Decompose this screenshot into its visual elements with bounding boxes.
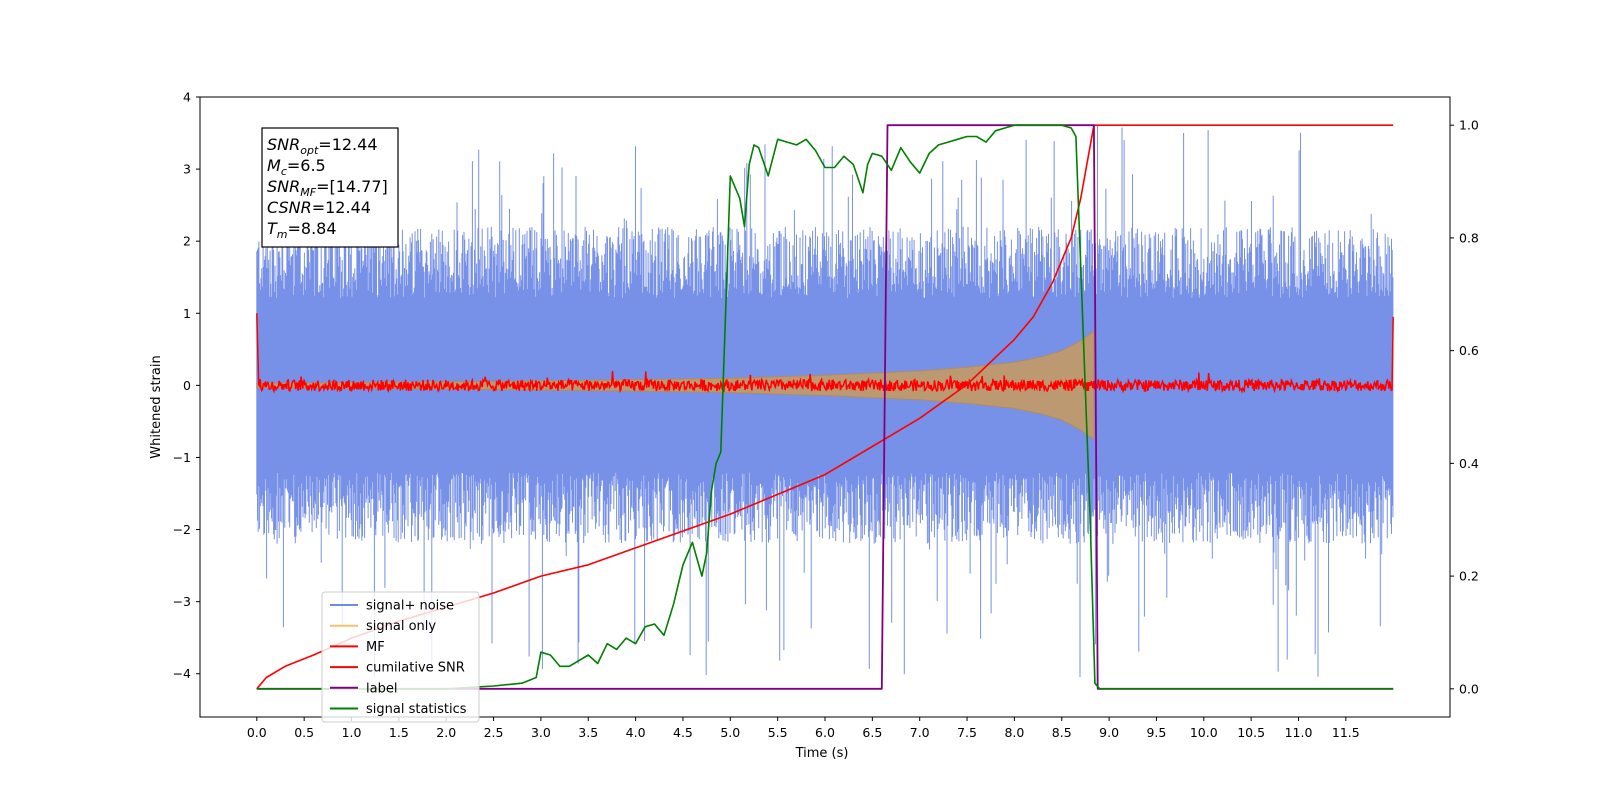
y-tick-label: 2	[183, 234, 191, 249]
y2-tick-label: 0.0	[1459, 681, 1479, 696]
annotation-line: SNRMF=[14.77]	[267, 177, 388, 199]
x-tick-label: 0.5	[294, 725, 314, 740]
x-tick-label: 6.0	[815, 725, 835, 740]
y2-tick-label: 0.4	[1459, 456, 1479, 471]
y2-tick-label: 0.2	[1459, 569, 1479, 584]
x-tick-label: 0.0	[247, 725, 267, 740]
x-tick-label: 5.5	[768, 725, 788, 740]
x-tick-label: 11.5	[1332, 725, 1360, 740]
y-tick-label: 1	[183, 306, 191, 321]
x-tick-label: 4.5	[673, 725, 693, 740]
x-tick-label: 1.0	[342, 725, 362, 740]
x-tick-label: 7.0	[910, 725, 930, 740]
y-tick-label: −3	[173, 594, 191, 609]
annotation-line: Mc=6.5	[267, 156, 326, 178]
legend-label: signal+ noise	[366, 599, 454, 614]
legend-label: MF	[366, 640, 385, 655]
y-axis-label: Whitened strain	[149, 355, 164, 458]
x-tick-label: 9.5	[1146, 725, 1166, 740]
y2-tick-label: 0.6	[1459, 343, 1479, 358]
x-tick-label: 2.5	[484, 725, 504, 740]
y-tick-label: −1	[173, 450, 191, 465]
y2-tick-label: 0.8	[1459, 230, 1479, 245]
x-tick-label: 3.5	[578, 725, 598, 740]
y-tick-label: 0	[183, 378, 191, 393]
annotation-line: SNRopt=12.44	[267, 135, 378, 157]
x-tick-label: 7.5	[957, 725, 977, 740]
x-tick-label: 10.0	[1190, 725, 1218, 740]
x-tick-label: 4.0	[626, 725, 646, 740]
annotation-box: SNRopt=12.44Mc=6.5SNRMF=[14.77]CSNR=12.4…	[262, 128, 398, 247]
x-tick-label: 3.0	[531, 725, 551, 740]
x-tick-label: 5.0	[720, 725, 740, 740]
y-tick-label: −2	[173, 522, 191, 537]
x-tick-label: 1.5	[389, 725, 409, 740]
y-tick-label: −4	[173, 666, 191, 681]
x-tick-label: 2.0	[436, 725, 456, 740]
x-tick-label: 9.0	[1099, 725, 1119, 740]
x-tick-label: 10.5	[1237, 725, 1265, 740]
legend-label: cumilative SNR	[366, 661, 465, 676]
legend-label: signal statistics	[366, 702, 467, 717]
legend-label: label	[366, 681, 397, 696]
legend: signal+ noise signal only MF cumilative SNR…	[322, 592, 479, 722]
x-tick-label: 8.5	[1052, 725, 1072, 740]
y2-tick-label: 1.0	[1459, 118, 1479, 133]
x-tick-label: 11.0	[1285, 725, 1313, 740]
x-axis-label: Time (s)	[795, 746, 849, 761]
y-tick-label: 4	[183, 90, 191, 105]
x-tick-label: 6.5	[862, 725, 882, 740]
legend-label: signal only	[366, 619, 436, 634]
y-tick-label: 3	[183, 162, 191, 177]
x-tick-label: 8.0	[1004, 725, 1024, 740]
annotation-line: CSNR=12.44	[267, 198, 371, 217]
